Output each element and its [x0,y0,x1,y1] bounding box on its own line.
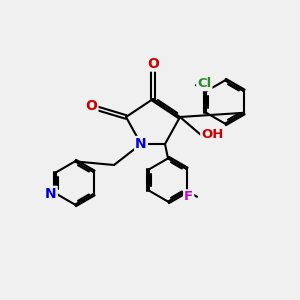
Text: N: N [135,137,147,151]
Text: O: O [147,57,159,70]
Text: Cl: Cl [197,77,212,90]
Text: F: F [184,190,193,203]
Text: N: N [45,187,57,201]
Text: O: O [85,100,98,113]
Text: OH: OH [201,128,224,142]
